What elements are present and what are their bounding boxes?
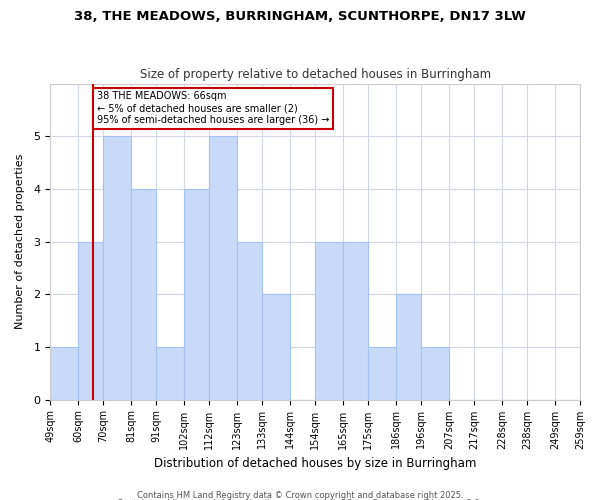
Bar: [103, 136, 131, 400]
Text: 38, THE MEADOWS, BURRINGHAM, SCUNTHORPE, DN17 3LW: 38, THE MEADOWS, BURRINGHAM, SCUNTHORPE,…: [74, 10, 526, 23]
Bar: [184, 189, 209, 400]
Bar: [78, 242, 103, 400]
Bar: [396, 294, 421, 400]
Bar: [343, 242, 368, 400]
Text: Contains HM Land Registry data © Crown copyright and database right 2025.: Contains HM Land Registry data © Crown c…: [137, 490, 463, 500]
Title: Size of property relative to detached houses in Burringham: Size of property relative to detached ho…: [140, 68, 491, 81]
Y-axis label: Number of detached properties: Number of detached properties: [15, 154, 25, 329]
X-axis label: Distribution of detached houses by size in Burringham: Distribution of detached houses by size …: [154, 457, 476, 470]
Bar: [156, 347, 184, 400]
Bar: [50, 347, 78, 400]
Bar: [131, 189, 156, 400]
Bar: [421, 347, 449, 400]
Bar: [262, 294, 290, 400]
Bar: [315, 242, 343, 400]
Bar: [368, 347, 396, 400]
Bar: [209, 136, 237, 400]
Text: 38 THE MEADOWS: 66sqm
← 5% of detached houses are smaller (2)
95% of semi-detach: 38 THE MEADOWS: 66sqm ← 5% of detached h…: [97, 92, 329, 124]
Bar: [237, 242, 262, 400]
